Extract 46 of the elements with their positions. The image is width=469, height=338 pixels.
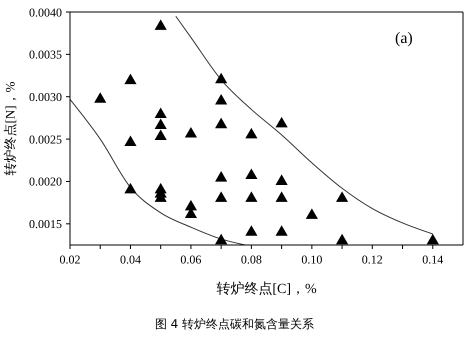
x-tick-label: 0.04 xyxy=(120,252,141,267)
point xyxy=(215,234,228,244)
point xyxy=(94,92,106,103)
point xyxy=(276,191,288,202)
point xyxy=(154,130,167,140)
y-tick-label: 0.0040 xyxy=(29,5,62,20)
point xyxy=(124,135,137,146)
point xyxy=(215,118,228,128)
x-tick-label: 0.12 xyxy=(362,252,383,267)
point xyxy=(245,225,258,236)
point xyxy=(215,72,228,84)
point xyxy=(215,171,228,182)
point xyxy=(245,191,258,202)
point xyxy=(426,234,439,244)
caption: 图 4 转炉终点碳和氮含量关系 xyxy=(154,316,316,333)
y-tick-label: 0.0015 xyxy=(29,217,62,232)
x-tick-label: 0.08 xyxy=(240,252,262,267)
point xyxy=(154,118,167,130)
x-tick-label: 0.06 xyxy=(180,252,202,267)
point xyxy=(215,94,228,104)
point xyxy=(276,116,288,128)
point xyxy=(154,19,167,30)
point xyxy=(184,200,197,210)
y-tick-label: 0.0030 xyxy=(29,90,62,104)
y-tick-label: 0.0020 xyxy=(29,174,62,189)
y-axis-title: 转炉终点[N]，% xyxy=(2,81,18,176)
point xyxy=(154,108,167,118)
point xyxy=(336,191,348,202)
x-tick-label: 0.10 xyxy=(301,252,322,267)
x-axis-title: 转炉终点[C]，% xyxy=(216,281,317,297)
x-tick-label: 0.02 xyxy=(60,252,80,267)
annotation: (a) xyxy=(395,30,413,48)
point xyxy=(276,174,288,185)
point xyxy=(124,182,137,194)
y-tick-label: 0.0025 xyxy=(29,132,62,146)
point xyxy=(245,128,258,138)
line-series xyxy=(70,98,246,245)
x-tick-label: 0.14 xyxy=(422,252,444,267)
point xyxy=(215,191,228,202)
y-tick-label: 0.0035 xyxy=(29,48,62,62)
point xyxy=(184,126,197,138)
point xyxy=(276,225,288,236)
point xyxy=(336,234,348,244)
point xyxy=(124,74,137,84)
point xyxy=(306,208,318,219)
point xyxy=(245,168,258,180)
